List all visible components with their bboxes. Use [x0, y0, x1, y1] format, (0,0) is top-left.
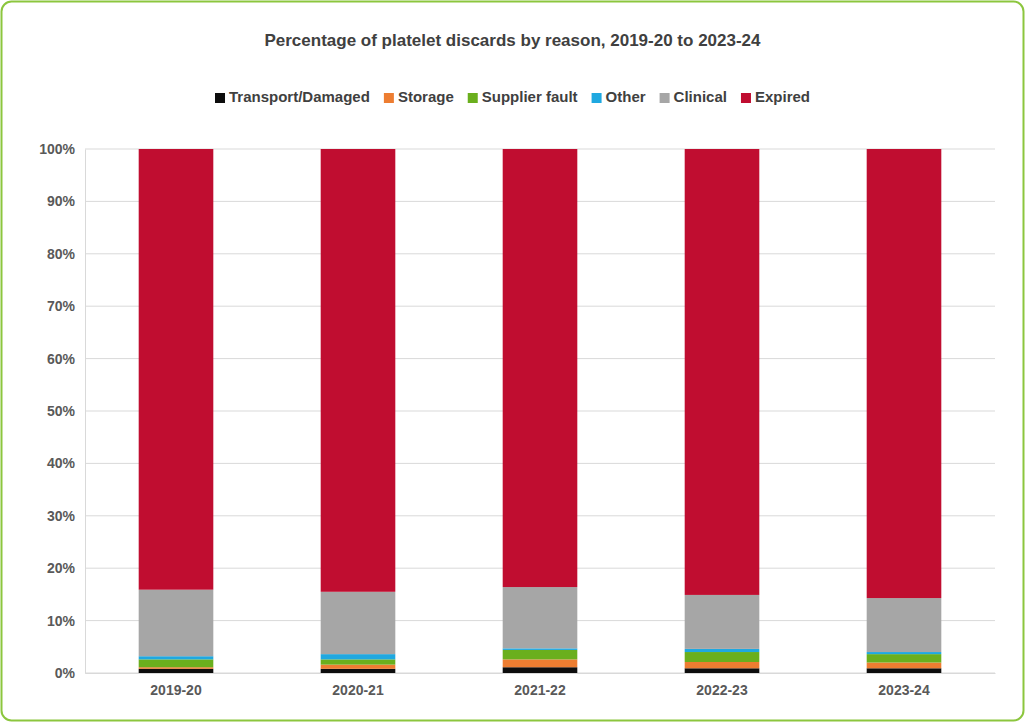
- x-tick: 2019-20: [150, 673, 202, 698]
- y-tick-label: 100%: [39, 141, 75, 157]
- y-tick-label: 60%: [47, 351, 76, 367]
- y-tick-label: 10%: [47, 613, 76, 629]
- y-tick-label: 50%: [47, 403, 76, 419]
- bar-segment: [685, 662, 760, 668]
- chart: Percentage of platelet discards by reaso…: [0, 0, 1025, 722]
- chart-title: Percentage of platelet discards by reaso…: [264, 31, 761, 50]
- legend-label: Transport/Damaged: [229, 88, 370, 105]
- bar-segment: [139, 669, 214, 673]
- bar-segment: [867, 663, 942, 669]
- legend-item: Supplier fault: [468, 88, 578, 105]
- y-tick: 10%: [47, 613, 85, 629]
- x-tick-label: 2022-23: [696, 682, 748, 698]
- legend-item: Clinical: [660, 88, 727, 105]
- y-tick-label: 20%: [47, 560, 76, 576]
- bar-segment: [503, 650, 578, 659]
- bar-segment: [867, 598, 942, 652]
- legend-label: Expired: [755, 88, 810, 105]
- y-tick: 80%: [47, 246, 85, 262]
- y-tick: 50%: [47, 403, 85, 419]
- legend-swatch: [660, 93, 670, 103]
- bar-segment: [321, 592, 396, 654]
- bar-segment: [139, 149, 214, 590]
- bar-segment: [867, 668, 942, 673]
- x-tick-label: 2019-20: [150, 682, 202, 698]
- bar-segment: [321, 659, 396, 664]
- legend-swatch: [468, 93, 478, 103]
- legend-swatch: [592, 93, 602, 103]
- bar-segment: [867, 652, 942, 654]
- bar-segment: [685, 668, 760, 673]
- y-tick: 60%: [47, 351, 85, 367]
- y-tick-label: 30%: [47, 508, 76, 524]
- bar-segment: [139, 659, 214, 667]
- legend-item: Transport/Damaged: [215, 88, 370, 105]
- legend-item: Storage: [384, 88, 454, 105]
- y-axis: 0% 10% 20% 30% 40% 50% 60% 70% 80% 90% 100%: [39, 141, 85, 681]
- bar-segment: [503, 667, 578, 673]
- legend-label: Storage: [398, 88, 454, 105]
- legend-item: Expired: [741, 88, 810, 105]
- bar-segment: [321, 665, 396, 669]
- bar-segment: [139, 667, 214, 669]
- y-tick: 20%: [47, 560, 85, 576]
- x-axis-line: [86, 673, 996, 674]
- bar-segment: [685, 595, 760, 649]
- bars: [139, 149, 942, 673]
- x-axis: 2019-20 2020-21 2021-22 2022-23 2023-24: [86, 673, 996, 698]
- bar-segment: [867, 654, 942, 662]
- y-axis-line: [85, 150, 86, 674]
- legend-label: Clinical: [674, 88, 727, 105]
- x-tick-label: 2023-24: [878, 682, 930, 698]
- y-tick: 90%: [47, 193, 85, 209]
- y-tick: 30%: [47, 508, 85, 524]
- legend-swatch: [384, 93, 394, 103]
- bar-segment: [867, 149, 942, 598]
- bar-segment: [685, 649, 760, 652]
- legend-swatch: [741, 93, 751, 103]
- y-tick: 70%: [47, 298, 85, 314]
- x-tick: 2023-24: [878, 673, 930, 698]
- legend-label: Other: [606, 88, 646, 105]
- y-tick-label: 90%: [47, 193, 76, 209]
- bar-segment: [685, 652, 760, 662]
- x-tick-label: 2021-22: [514, 682, 566, 698]
- bar-segment: [139, 656, 214, 659]
- bar-segment: [503, 659, 578, 667]
- grid: [85, 149, 995, 673]
- y-tick: 100%: [39, 141, 85, 157]
- x-tick: 2022-23: [696, 673, 748, 698]
- bar-segment: [321, 654, 396, 659]
- bar-segment: [321, 669, 396, 673]
- y-tick-label: 70%: [47, 298, 76, 314]
- bar-segment: [321, 149, 396, 592]
- chart-border: [2, 2, 1024, 721]
- bar-segment: [685, 149, 760, 595]
- legend-swatch: [215, 93, 225, 103]
- x-tick: 2020-21: [332, 673, 384, 698]
- bar-segment: [139, 590, 214, 657]
- bar-segment: [503, 587, 578, 648]
- y-tick: 0%: [55, 665, 85, 681]
- y-tick-label: 80%: [47, 246, 76, 262]
- legend-label: Supplier fault: [482, 88, 578, 105]
- legend-item: Other: [592, 88, 646, 105]
- y-tick-label: 0%: [55, 665, 76, 681]
- y-tick-label: 40%: [47, 455, 76, 471]
- bar-segment: [503, 648, 578, 650]
- bar-segment: [503, 149, 578, 587]
- legend: Transport/Damaged Storage Supplier fault Ot…: [215, 88, 810, 105]
- y-tick: 40%: [47, 455, 85, 471]
- x-tick-label: 2020-21: [332, 682, 384, 698]
- x-tick: 2021-22: [514, 673, 566, 698]
